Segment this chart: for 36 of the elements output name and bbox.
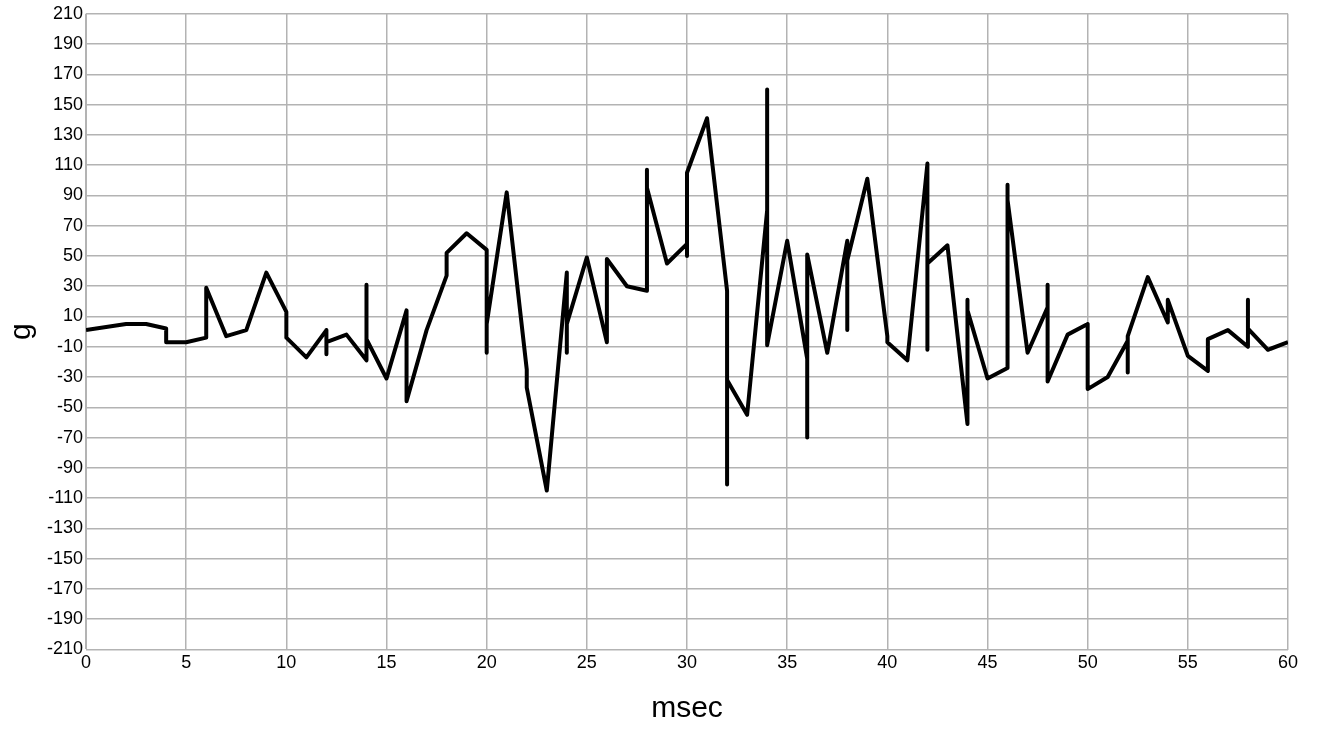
x-tick-label: 15 — [376, 652, 397, 673]
y-tick-label: 210 — [52, 2, 84, 23]
x-tick-label: 60 — [1277, 652, 1299, 673]
y-tick-label: -190 — [47, 608, 84, 629]
y-tick-label: 150 — [52, 93, 84, 114]
x-axis-title: msec — [651, 690, 723, 724]
y-tick-label: 70 — [63, 214, 84, 235]
y-tick-label: -170 — [47, 577, 84, 598]
y-tick-label: 90 — [63, 184, 84, 205]
x-tick-label: 0 — [81, 652, 92, 673]
y-tick-label: -150 — [47, 547, 84, 568]
y-tick-label: -110 — [48, 487, 84, 508]
y-tick-label: 10 — [63, 305, 84, 326]
y-tick-label: 50 — [63, 244, 84, 265]
y-tick-label: 170 — [52, 63, 84, 84]
y-tick-label: -50 — [57, 396, 84, 417]
x-tick-label: 30 — [677, 652, 698, 673]
y-axis-title: g — [3, 323, 37, 340]
y-tick-label: 130 — [52, 123, 84, 144]
x-tick-label: 50 — [1077, 652, 1098, 673]
x-tick-label: 5 — [181, 652, 192, 673]
y-tick-label: 110 — [54, 154, 84, 175]
x-tick-label: 10 — [276, 652, 297, 673]
y-tick-label: 190 — [52, 33, 84, 54]
y-tick-label: -70 — [57, 426, 84, 447]
y-tick-label: 30 — [63, 275, 84, 296]
y-tick-label: -130 — [47, 517, 84, 538]
x-tick-label: 20 — [476, 652, 497, 673]
x-tick-label: 40 — [877, 652, 898, 673]
y-tick-label: -10 — [57, 335, 84, 356]
x-tick-label: 35 — [777, 652, 798, 673]
x-tick-label: 55 — [1177, 652, 1198, 673]
x-tick-label: 45 — [977, 652, 998, 673]
y-tick-label: -90 — [57, 456, 84, 477]
y-tick-label: -30 — [57, 365, 84, 386]
x-tick-label: 25 — [576, 652, 597, 673]
